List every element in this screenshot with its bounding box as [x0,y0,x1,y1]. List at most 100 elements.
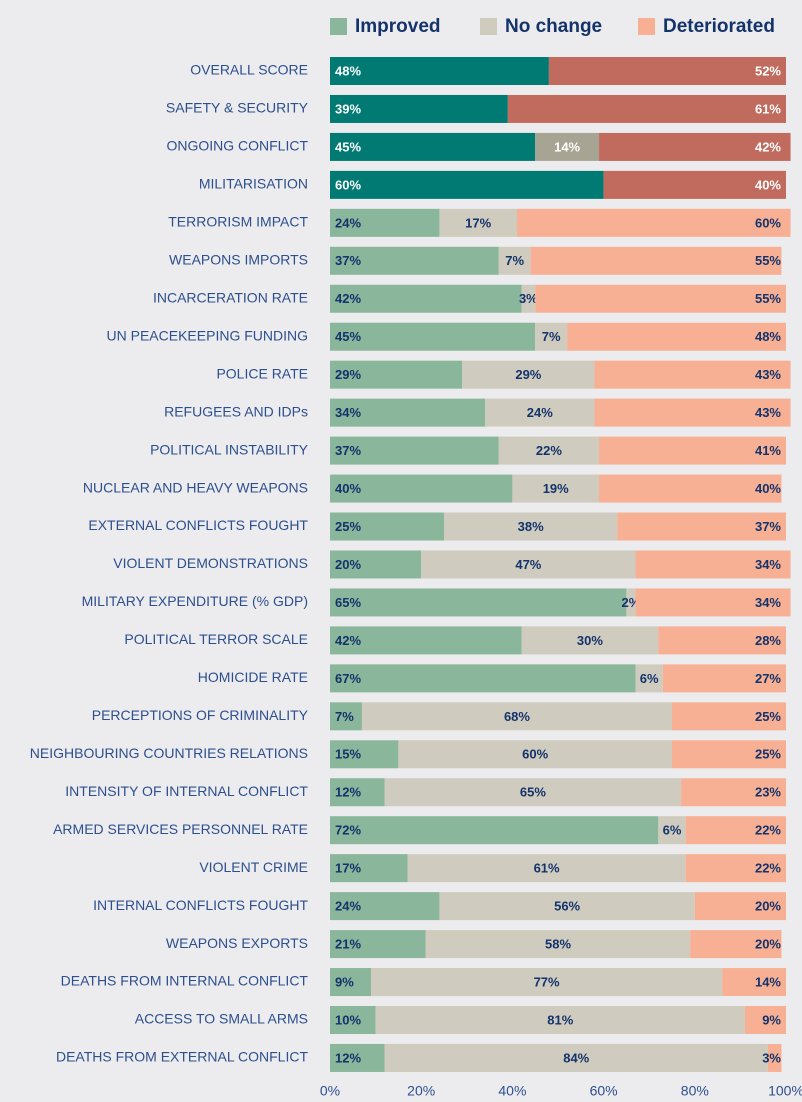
value-label: 34% [335,405,361,420]
value-label: 6% [640,671,659,686]
value-label: 42% [755,139,781,154]
bar-segment [685,854,786,883]
value-label: 29% [335,367,361,382]
value-label: 43% [755,367,781,382]
bar-segment [672,702,786,731]
value-label: 7% [335,709,354,724]
bar-segment [694,892,786,921]
bar-segment [498,246,531,275]
value-label: 45% [335,329,361,344]
bar-segment [626,588,636,617]
value-label: 3% [762,1050,781,1065]
category-label: NEIGHBOURING COUNTRIES RELATIONS [30,745,308,761]
value-label: 48% [335,63,361,78]
value-label: 60% [335,177,361,192]
category-label: MILITARY EXPENDITURE (% GDP) [82,593,308,609]
bar-segment [330,816,659,845]
bar-segment [599,436,786,465]
value-label: 40% [755,177,781,192]
bar-segment [330,208,440,237]
bar-segment [439,208,517,237]
value-label: 7% [505,253,524,268]
value-label: 19% [543,481,569,496]
bar-segment [330,512,444,541]
bar-segment [330,398,486,427]
bar-segment [330,664,636,693]
category-label: MILITARISATION [199,176,308,192]
value-label: 27% [755,671,781,686]
value-label: 55% [755,253,781,268]
bar-segment [330,892,440,921]
category-label: DEATHS FROM EXTERNAL CONFLICT [56,1049,308,1065]
value-label: 81% [547,1012,573,1027]
value-label: 17% [465,215,491,230]
value-label: 23% [755,785,781,800]
category-label: HOMICIDE RATE [198,669,308,685]
bar-segment [507,94,786,123]
value-label: 58% [545,937,571,952]
value-label: 52% [755,63,781,78]
value-label: 37% [335,443,361,458]
value-label: 9% [762,1012,781,1027]
value-label: 60% [755,215,781,230]
legend-swatch [480,18,497,35]
bar-segment [599,132,791,161]
bar-segment [498,436,600,465]
legend-label: No change [505,16,602,37]
x-tick-label: 20% [407,1083,435,1099]
value-label: 40% [755,481,781,496]
value-label: 3% [519,291,538,306]
bar-segment [767,1043,782,1072]
value-label: 68% [504,709,530,724]
x-tick-label: 60% [590,1083,618,1099]
category-label: TERRORISM IMPACT [168,214,308,230]
value-label: 43% [755,405,781,420]
bar-segment [530,246,782,275]
value-label: 14% [554,139,580,154]
category-label: REFUGEES AND IDPs [164,403,308,419]
bar-segment [421,550,636,579]
bar-segment [603,170,786,199]
value-label: 24% [527,405,553,420]
bar-segment [330,436,499,465]
value-label: 37% [335,253,361,268]
bar-segment [722,968,786,997]
bar-segment [375,1006,745,1034]
category-label: INCARCERATION RATE [153,289,308,305]
bar-segment [330,94,508,123]
category-label: ARMED SERVICES PERSONNEL RATE [53,821,308,837]
bar-segment [658,816,686,845]
value-label: 37% [755,519,781,534]
bar-segment [635,550,791,579]
value-label: 55% [755,291,781,306]
value-label: 39% [335,101,361,116]
bar-segment [361,702,672,731]
value-label: 61% [534,861,560,876]
bar-segment [535,322,568,351]
category-label: ACCESS TO SMALL ARMS [135,1011,308,1027]
bar-segment [444,512,618,541]
bar-segment [617,512,786,541]
bar-segment [425,930,691,959]
bar-segment [330,246,499,275]
bar-segment [384,1043,768,1072]
bar-segment [330,626,522,655]
value-label: 14% [755,974,781,989]
value-label: 20% [755,937,781,952]
value-label: 48% [755,329,781,344]
value-label: 12% [335,785,361,800]
legend-swatch [330,18,347,35]
value-label: 47% [515,557,541,572]
x-tick-label: 80% [681,1083,709,1099]
category-label: ONGOING CONFLICT [166,138,308,154]
bar-segment [535,284,786,313]
bar-segment [398,740,672,769]
value-label: 41% [755,443,781,458]
value-label: 30% [577,633,603,648]
value-label: 34% [755,557,781,572]
bar-segment [407,854,686,883]
value-label: 22% [755,861,781,876]
legend-label: Deteriorated [663,16,775,37]
bar-segment [485,398,595,427]
value-label: 24% [335,215,361,230]
